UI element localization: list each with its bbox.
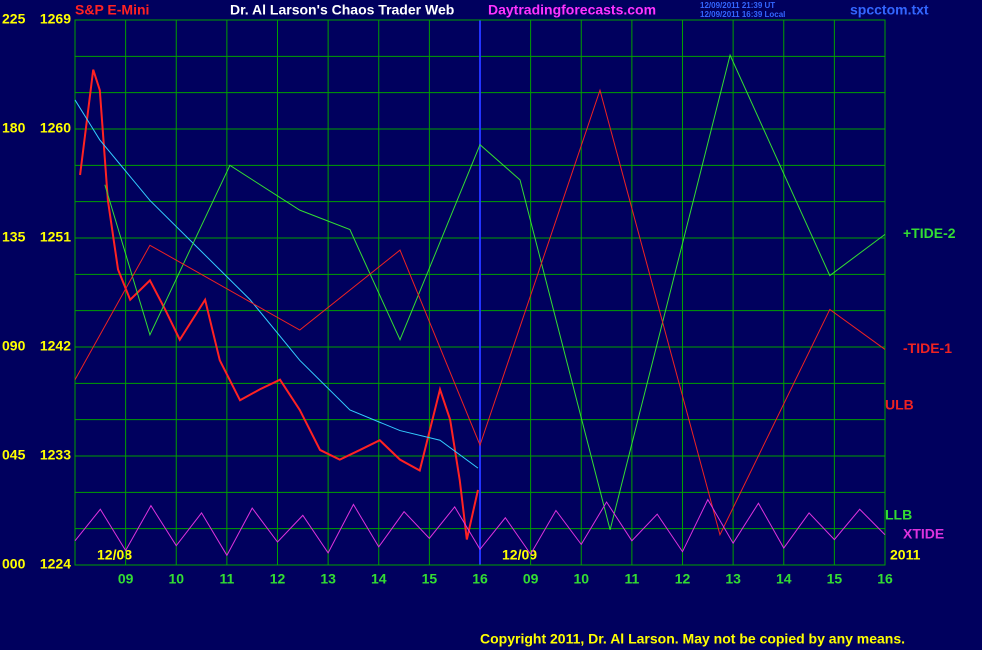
timestamp: 12/09/2011 21:39 UT — [700, 1, 775, 10]
band-label: ULB — [885, 397, 914, 413]
y2-tick-label: 135 — [2, 229, 26, 245]
x-tick-label: 14 — [776, 571, 792, 587]
x-tick-label: 16 — [472, 571, 488, 587]
y2-tick-label: 000 — [2, 556, 26, 572]
y-tick-label: 1260 — [40, 120, 71, 136]
legend-label: XTIDE — [903, 525, 944, 541]
x-tick-label: 12 — [270, 571, 286, 587]
y-tick-label: 1242 — [40, 338, 71, 354]
copyright: Copyright 2011, Dr. Al Larson. May not b… — [480, 631, 905, 647]
chart-subtitle: S&P E-Mini — [75, 2, 149, 18]
x-tick-label: 15 — [827, 571, 843, 587]
x-tick-label: 13 — [725, 571, 741, 587]
date-label: 12/08 — [97, 547, 132, 563]
file-name: spcctom.txt — [850, 2, 929, 18]
series-line — [104, 53, 886, 531]
y2-tick-label: 090 — [2, 338, 26, 354]
y2-tick-label: 225 — [2, 11, 26, 27]
band-label: LLB — [885, 507, 912, 523]
x-tick-label: 11 — [219, 571, 234, 587]
y2-tick-label: 045 — [2, 447, 26, 463]
series-line — [79, 69, 479, 540]
legend-label: -TIDE-1 — [903, 340, 952, 356]
x-tick-label: 10 — [168, 571, 184, 587]
y-tick-label: 1269 — [40, 11, 71, 27]
x-tick-label: 13 — [320, 571, 336, 587]
x-tick-label: 09 — [118, 571, 134, 587]
date-label: 2011 — [890, 547, 921, 563]
series-line — [74, 498, 886, 557]
series-line — [74, 99, 479, 469]
x-tick-label: 16 — [877, 571, 893, 587]
x-tick-label: 11 — [624, 571, 639, 587]
plot-frame — [74, 19, 886, 566]
x-tick-label: 15 — [422, 571, 438, 587]
site: Daytradingforecasts.com — [488, 2, 656, 18]
x-tick-label: 12 — [675, 571, 691, 587]
y2-tick-label: 180 — [2, 120, 26, 136]
timestamp: 12/09/2011 16:39 Local — [700, 10, 785, 19]
y-tick-label: 1224 — [40, 556, 71, 572]
x-tick-label: 09 — [523, 571, 539, 587]
legend-label: +TIDE-2 — [903, 225, 956, 241]
date-label: 12/09 — [502, 547, 537, 563]
x-tick-label: 14 — [371, 571, 387, 587]
chart-title: Dr. Al Larson's Chaos Trader Web — [230, 2, 454, 18]
x-tick-label: 10 — [573, 571, 589, 587]
y-tick-label: 1233 — [40, 447, 71, 463]
y-tick-label: 1251 — [40, 229, 71, 245]
series-line — [74, 88, 886, 537]
